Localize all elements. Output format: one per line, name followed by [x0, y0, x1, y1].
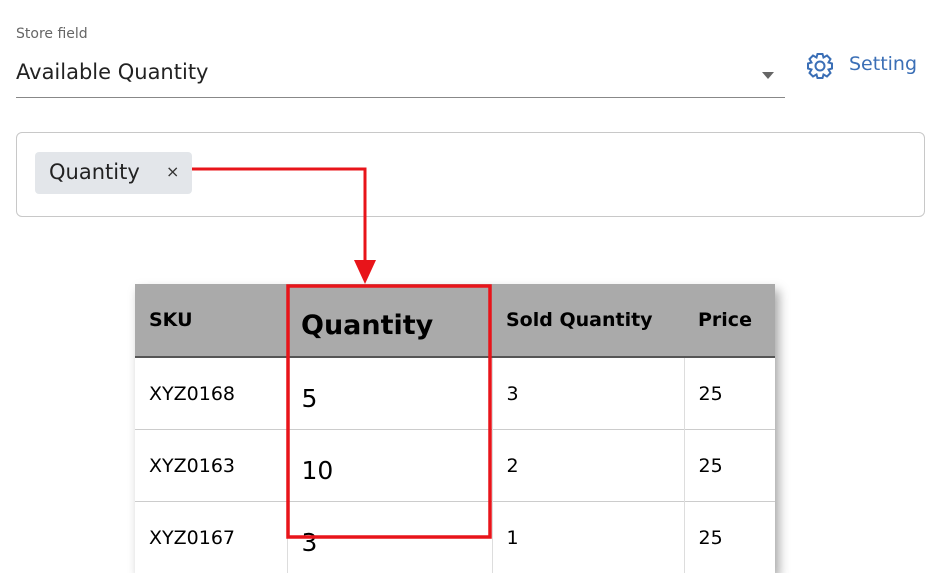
page: Store field Available Quantity Setting Q… [0, 0, 944, 556]
dropdown-arrow[interactable] [762, 72, 774, 79]
gear-icon[interactable] [808, 54, 832, 78]
overlay [0, 0, 944, 556]
highlight-box [288, 286, 490, 537]
arrow-head [354, 260, 376, 284]
arrow-line [192, 169, 365, 262]
